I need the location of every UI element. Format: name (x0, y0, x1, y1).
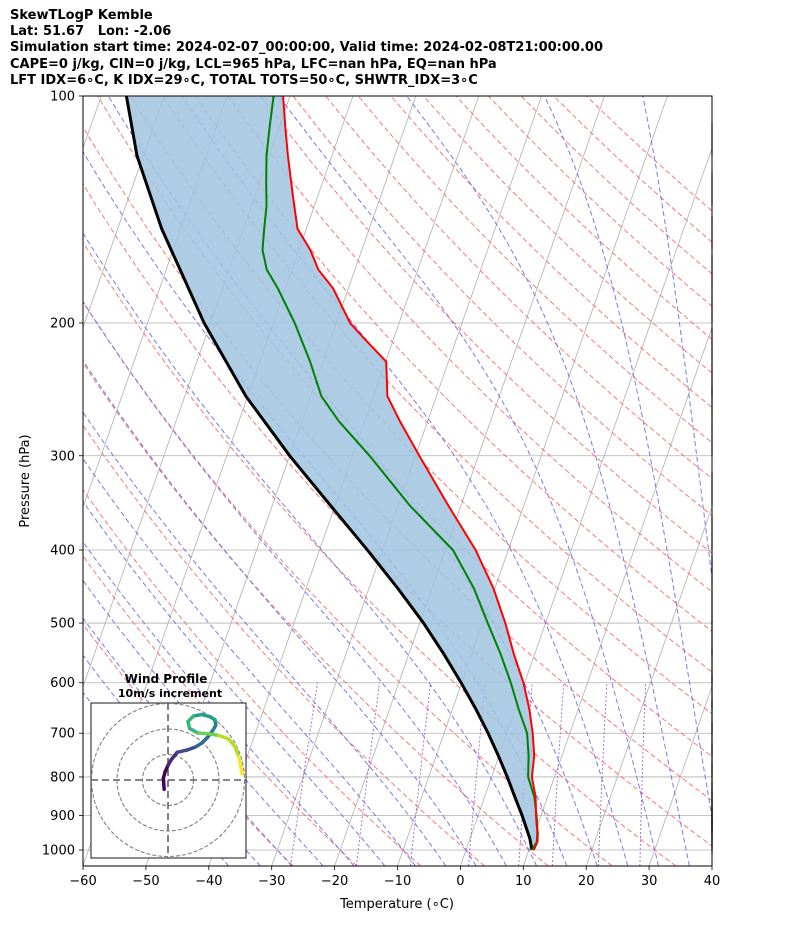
hodograph-segment (206, 732, 221, 738)
chart-title: SkewTLogP Kemble (10, 8, 153, 23)
hodograph-segment (161, 776, 166, 791)
dry-adiabat (390, 96, 712, 408)
x-tick-label: −40 (195, 874, 222, 889)
x-tick-label: 30 (641, 874, 658, 889)
x-tick-label: −20 (321, 874, 348, 889)
x-axis-ticks: −60 −50 −40 −30 −20 −10 0 10 20 30 40 (69, 866, 720, 889)
hodograph-segment (237, 755, 243, 770)
location-line: Lat: 51.67 Lon: -2.06 (10, 24, 172, 40)
isotherm-line (522, 326, 712, 866)
isotherm-line (775, 96, 794, 866)
dry-adiabat (83, 126, 712, 802)
y-tick-label: 1000 (42, 844, 75, 859)
dry-adiabat (97, 96, 712, 758)
mixing-ratio-line (290, 682, 318, 866)
times-line: Simulation start time: 2024-02-07_00:00:… (10, 40, 603, 56)
parcel-profile-line (124, 96, 534, 851)
dry-adiabat (83, 555, 358, 866)
x-tick-label: −60 (69, 874, 96, 889)
moist-adiabat (83, 457, 416, 866)
isotherm-line (397, 96, 668, 866)
y-tick-label: 600 (50, 676, 75, 691)
isotherm-line (648, 685, 712, 866)
y-axis-ticks: 100 200 300 400 500 600 700 800 900 1000 (42, 90, 83, 859)
x-tick-label: −10 (384, 874, 411, 889)
dry-adiabat (83, 424, 485, 866)
hodograph-inset: Wind Profile 10m/s increment (90, 672, 247, 859)
moist-adiabat (83, 411, 447, 866)
isotherm-line (711, 864, 712, 866)
figure-header: SkewTLogP Kemble Lat: 51.67 Lon: -2.06 S… (10, 8, 603, 89)
dry-adiabat (83, 241, 677, 866)
moist-adiabat (181, 96, 629, 866)
y-tick-label: 200 (50, 316, 75, 331)
x-tick-label: 20 (578, 874, 595, 889)
hodograph-title: Wind Profile (125, 672, 208, 686)
hodograph-subtitle: 10m/s increment (118, 687, 222, 700)
x-axis-label: Temperature (∘C) (339, 897, 454, 912)
y-tick-label: 500 (50, 617, 75, 632)
moist-adiabat (83, 579, 324, 866)
dry-adiabat (162, 96, 712, 673)
moist-adiabat (406, 96, 690, 866)
mixing-ratio-line (551, 682, 565, 866)
cape-cin-shading (126, 96, 538, 850)
moist-adiabat (543, 96, 712, 820)
isotherm-line (83, 96, 165, 329)
hodograph-segment (233, 745, 241, 759)
x-tick-label: 40 (704, 874, 721, 889)
dry-adiabat (129, 96, 712, 715)
mixing-ratio-line (355, 682, 381, 866)
isotherm-line (334, 96, 605, 866)
hodograph-segment (217, 733, 231, 741)
dry-adiabat (325, 96, 712, 480)
y-tick-label: 900 (50, 809, 75, 824)
y-tick-label: 300 (50, 449, 75, 464)
x-tick-label: 0 (456, 874, 464, 889)
hodograph-rings (91, 703, 246, 858)
isotherm-line (585, 505, 712, 866)
moist-adiabat (107, 96, 598, 866)
dry-adiabats (83, 96, 712, 866)
hodograph-ring (91, 703, 246, 858)
hodograph-segment (239, 765, 244, 776)
temperature-profile-line (282, 96, 539, 851)
dry-adiabat (260, 96, 712, 554)
profile-series (124, 96, 539, 851)
y-tick-label: 800 (50, 770, 75, 785)
dry-adiabat (194, 96, 712, 632)
moist-adiabat (278, 96, 659, 866)
x-tick-label: 10 (515, 874, 532, 889)
dry-adiabat (83, 362, 549, 866)
y-tick-label: 100 (50, 90, 75, 105)
dry-adiabat (227, 96, 712, 593)
moist-adiabat (83, 300, 507, 866)
y-tick-label: 700 (50, 727, 75, 742)
x-tick-label: −50 (132, 874, 159, 889)
dry-adiabat (292, 96, 712, 517)
hodograph-trace (161, 712, 244, 791)
moist-adiabat (83, 232, 537, 866)
params-line: CAPE=0 j/kg, CIN=0 j/kg, LCL=965 hPa, LF… (10, 56, 497, 72)
moist-adiabat (83, 359, 477, 866)
mixing-ratio-line (409, 682, 432, 866)
indices-line: LFT IDX=6∘C, K IDX=29∘C, TOTAL TOTS=50∘C… (10, 72, 478, 88)
mixing-ratio-line (639, 682, 647, 866)
cape-cin-area (126, 96, 538, 850)
mixing-ratio-line (597, 682, 608, 866)
x-tick-label: −30 (258, 874, 285, 889)
y-axis-label: Pressure (hPa) (18, 434, 33, 527)
y-tick-label: 400 (50, 543, 75, 558)
